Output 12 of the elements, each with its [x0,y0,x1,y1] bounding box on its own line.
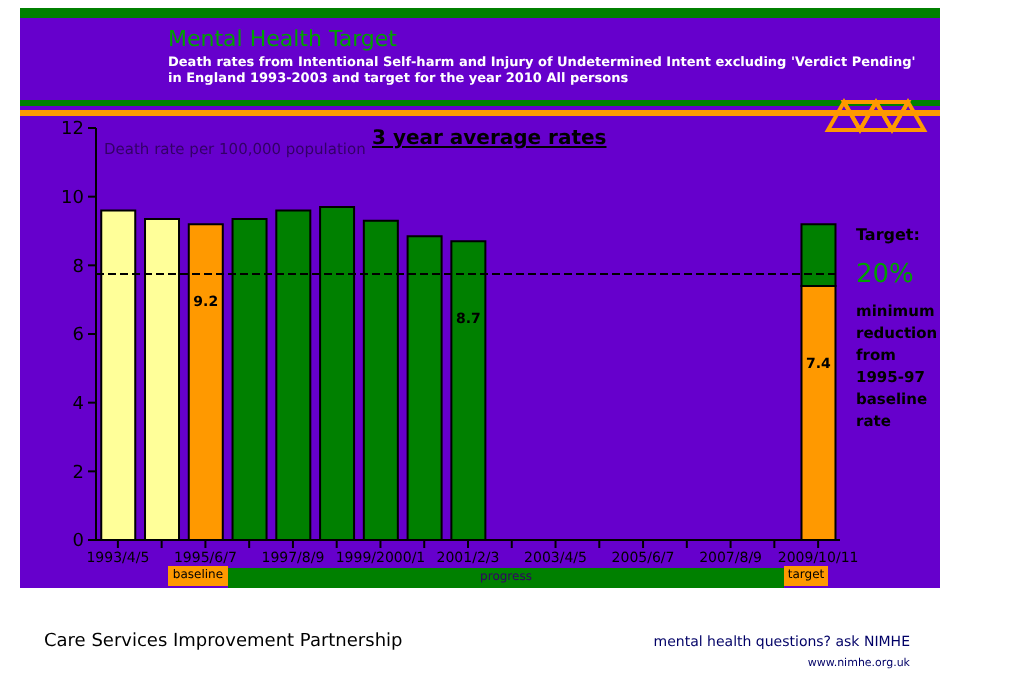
y-tick-label: 6 [72,326,85,347]
y-tick-label: 12 [61,120,84,141]
y-tick-label: 2 [72,463,84,484]
y-tick-label: 4 [72,395,85,416]
annotation: 3 year average rates [372,128,607,150]
y-tick-label: 0 [72,532,85,553]
text: Care Services Improvement Partnership [44,632,403,652]
y-tick-label: 10 [61,189,85,210]
y-tick-label: 8 [72,257,85,278]
text: Target: [856,226,920,244]
text: 20% [856,260,914,290]
chart-title: Mental Health Target [168,26,399,52]
